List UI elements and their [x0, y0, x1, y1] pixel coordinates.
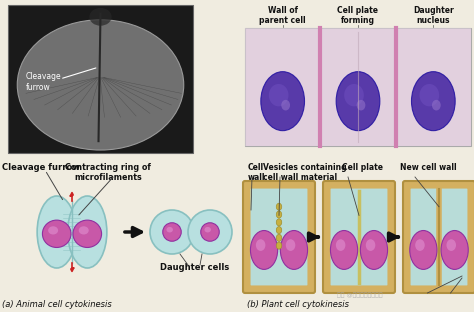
Bar: [245, 28, 320, 146]
Text: Cell plate
forming: Cell plate forming: [337, 6, 379, 25]
Ellipse shape: [276, 219, 282, 226]
Bar: [320, 28, 396, 146]
FancyBboxPatch shape: [330, 188, 388, 286]
Ellipse shape: [441, 231, 468, 269]
Text: 知乎 @牛老师的生物课行: 知乎 @牛老师的生物课行: [337, 292, 383, 298]
Ellipse shape: [419, 84, 439, 106]
Ellipse shape: [281, 100, 290, 110]
FancyBboxPatch shape: [410, 188, 468, 286]
FancyBboxPatch shape: [403, 181, 474, 293]
Ellipse shape: [256, 239, 265, 251]
Ellipse shape: [415, 239, 425, 251]
Ellipse shape: [188, 210, 232, 254]
Ellipse shape: [250, 231, 278, 269]
Ellipse shape: [410, 231, 437, 269]
Ellipse shape: [336, 72, 380, 131]
Text: Cell
wall: Cell wall: [248, 163, 265, 183]
Bar: [245, 28, 471, 146]
FancyBboxPatch shape: [243, 181, 315, 293]
Ellipse shape: [276, 234, 282, 241]
Bar: [396, 28, 471, 146]
Ellipse shape: [201, 223, 219, 241]
Ellipse shape: [360, 231, 388, 269]
Ellipse shape: [432, 100, 441, 110]
Text: (b) Plant cell cytokinesis: (b) Plant cell cytokinesis: [247, 300, 349, 309]
Ellipse shape: [276, 203, 282, 210]
FancyBboxPatch shape: [250, 188, 308, 286]
Ellipse shape: [411, 72, 455, 131]
Ellipse shape: [17, 20, 184, 150]
Ellipse shape: [261, 72, 304, 131]
Ellipse shape: [204, 227, 211, 232]
Ellipse shape: [366, 239, 375, 251]
Text: Cleavage furrow: Cleavage furrow: [2, 163, 80, 172]
Ellipse shape: [73, 220, 101, 247]
Text: Contracting ring of
microfilaments: Contracting ring of microfilaments: [65, 163, 151, 183]
Ellipse shape: [330, 231, 358, 269]
Ellipse shape: [356, 100, 365, 110]
Ellipse shape: [286, 239, 295, 251]
Ellipse shape: [276, 211, 282, 218]
Text: Daughter
nucleus: Daughter nucleus: [413, 6, 454, 25]
Text: Cleavage
furrow: Cleavage furrow: [26, 72, 62, 92]
Ellipse shape: [447, 239, 456, 251]
Ellipse shape: [163, 223, 181, 241]
Text: New cell wall: New cell wall: [400, 163, 456, 172]
Ellipse shape: [37, 196, 76, 268]
Ellipse shape: [344, 84, 364, 106]
Ellipse shape: [90, 8, 111, 26]
Ellipse shape: [276, 227, 282, 234]
Ellipse shape: [48, 226, 58, 235]
FancyBboxPatch shape: [323, 181, 395, 293]
Ellipse shape: [166, 227, 173, 232]
Ellipse shape: [42, 220, 71, 247]
Text: Cell plate: Cell plate: [342, 163, 383, 172]
Ellipse shape: [68, 196, 107, 268]
Ellipse shape: [276, 242, 282, 249]
Text: Wall of
parent cell: Wall of parent cell: [259, 6, 306, 25]
Ellipse shape: [269, 84, 289, 106]
Ellipse shape: [280, 231, 308, 269]
Text: Vesicles containing
cell wall material: Vesicles containing cell wall material: [263, 163, 346, 183]
Ellipse shape: [79, 226, 89, 235]
Text: Daughter cells: Daughter cells: [160, 263, 229, 272]
Ellipse shape: [150, 210, 194, 254]
Text: (a) Animal cell cytokinesis: (a) Animal cell cytokinesis: [2, 300, 112, 309]
Ellipse shape: [336, 239, 346, 251]
Bar: [8, 5, 193, 153]
